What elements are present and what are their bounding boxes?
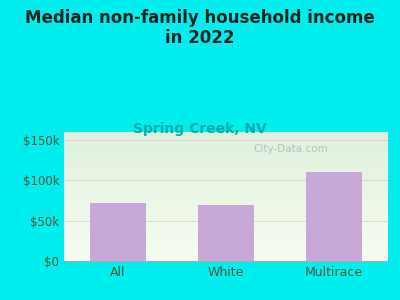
Bar (198, 205, 254, 261)
Text: City-Data.com: City-Data.com (254, 144, 328, 154)
Text: Spring Creek, NV: Spring Creek, NV (133, 122, 267, 136)
Text: Median non-family household income
in 2022: Median non-family household income in 20… (25, 9, 375, 47)
Bar (90, 203, 146, 261)
Bar (306, 172, 362, 261)
